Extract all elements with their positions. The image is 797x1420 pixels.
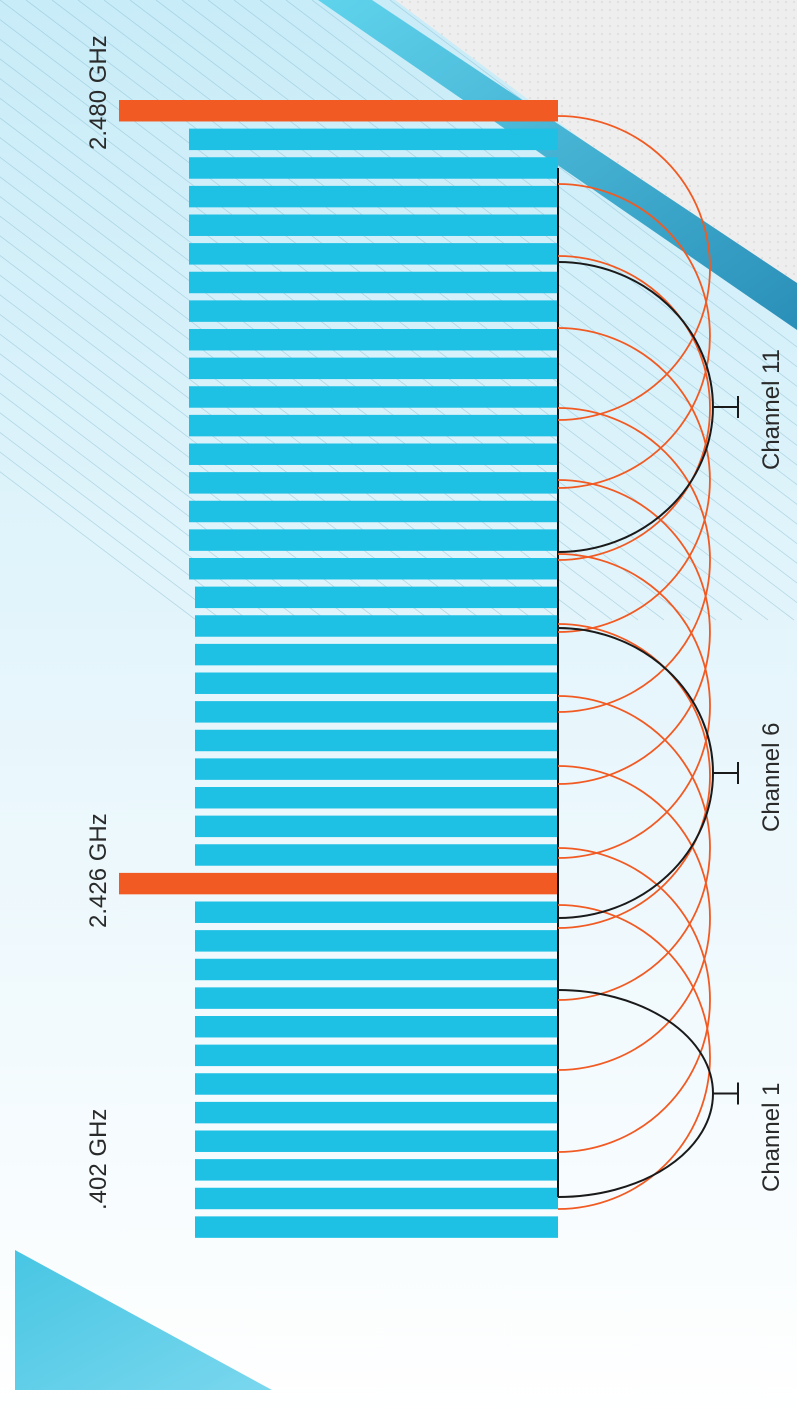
ble-channel-bar [189, 529, 558, 551]
ble-channel-bars [119, 100, 559, 1238]
ble-channel-bar [189, 443, 558, 465]
ble-channel-bar [189, 329, 558, 351]
ble-channel-bar [189, 243, 558, 265]
labels: .402 GHz 2.426 GHz 2.480 GHz Channel 1 C… [85, 35, 785, 1210]
ble-channel-bar [195, 815, 558, 838]
ble-arc [557, 407, 711, 713]
ble-channel-bar [195, 1073, 558, 1095]
ble-arc [557, 623, 711, 929]
ble-arc [557, 904, 711, 1210]
ble-channel-bar [195, 844, 558, 866]
ble-channel-bar [195, 1159, 558, 1181]
ble-channel-bar [195, 787, 558, 809]
ble-channel-bar [195, 758, 558, 780]
ble-arc [557, 255, 711, 561]
ble-channel-bar [195, 987, 558, 1009]
accent-triangle [15, 1250, 272, 1390]
hatch-line [0, 471, 197, 621]
ble-channel-bar [189, 500, 558, 523]
ble-arc [557, 695, 711, 1001]
ble-channel-bar [195, 729, 558, 752]
frequency-label-high: 2.480 GHz [85, 35, 112, 150]
ble-channel-bar [195, 1044, 558, 1067]
wifi-channel-arc [557, 261, 714, 553]
ble-arc [557, 847, 711, 1153]
ble-channel-bar [189, 157, 558, 179]
ble-channel-bar [195, 1016, 558, 1038]
ble-channel-bar [189, 357, 558, 380]
ble-channel-bar [189, 558, 558, 580]
ble-channel-bar [189, 300, 558, 322]
ble-channel-bar [195, 901, 558, 923]
hatch-line [0, 431, 249, 621]
ble-channel-bar-highlight [119, 100, 558, 122]
ble-channel-bar [195, 672, 558, 694]
ble-channel-bar [195, 958, 558, 981]
wifi-channel-arc [557, 627, 714, 919]
ble-channel-bar [195, 643, 558, 666]
frequency-label-mid: 2.426 GHz [85, 813, 112, 928]
ble-channel-bar [195, 586, 558, 609]
ble-channel-bar [189, 214, 558, 236]
wifi-channel-1-label: Channel 1 [758, 1083, 785, 1192]
ble-channel-bar [195, 930, 558, 952]
wifi-channel-6-label: Channel 6 [758, 723, 785, 832]
hatch-line [0, 392, 301, 621]
ble-channel-bar [189, 386, 558, 408]
frequency-label-low: .402 GHz [85, 1109, 112, 1210]
ble-channel-bar [195, 1130, 558, 1152]
wifi-channel-arc [557, 989, 714, 1198]
ble-channel-bar [195, 1101, 558, 1124]
wifi-channel-11-label: Channel 11 [758, 349, 785, 470]
ble-channel-bar-highlight [119, 872, 558, 895]
ble-channel-bar [189, 185, 558, 208]
ble-arc [557, 115, 711, 421]
ble-channel-bar [195, 701, 558, 723]
ble-arc [557, 327, 711, 633]
hatch-line [0, 412, 275, 621]
ble-arc [557, 183, 711, 489]
ble-channel-bar [189, 414, 558, 437]
ble-channel-bar [189, 128, 558, 151]
ble-channel-bar [189, 271, 558, 294]
channel-arcs [557, 115, 739, 1210]
ble-arc [557, 765, 711, 1071]
ble-channel-bar [189, 472, 558, 494]
ble-arc [557, 479, 711, 785]
hatch-line [0, 451, 223, 621]
ble-channel-bar [195, 615, 558, 637]
ble-arc [557, 553, 711, 859]
ble-channel-bar [195, 1216, 558, 1238]
ble-channel-bar [195, 1187, 558, 1210]
